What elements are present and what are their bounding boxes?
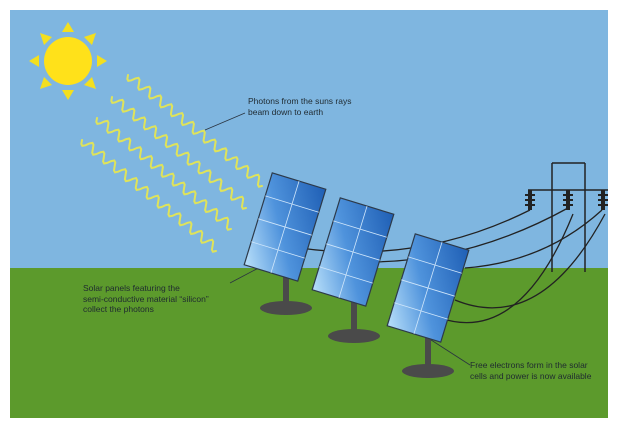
solar-panel-icon	[386, 233, 470, 343]
photons-label-line-2: beam down to earth	[248, 106, 324, 117]
insulator-icon	[598, 190, 608, 210]
sun-icon	[29, 22, 107, 100]
insulator-icon	[563, 190, 573, 210]
insulator-icon	[525, 190, 535, 210]
photon-wave-icon	[126, 74, 263, 188]
photon-wave-icon	[80, 139, 217, 253]
panels-label-line-3: collect the photons	[83, 304, 154, 314]
ground	[10, 268, 608, 418]
photons-label: Photons from the suns rays beam down to …	[248, 96, 351, 117]
panels-label-line-2: semi-conductive material “silicon”	[83, 293, 209, 304]
photons-pointer-line	[204, 112, 246, 131]
photon-wave-icon	[95, 117, 232, 231]
panels-label-line-1: Solar panels featuring the	[83, 283, 180, 293]
photon-wave-icon	[110, 96, 247, 210]
photon-waves	[80, 74, 263, 253]
solar-panel-icon	[311, 197, 395, 307]
electrons-label-line-1: Free electrons form in the solar	[470, 360, 588, 370]
photons-label-line-1: Photons from the suns rays	[248, 96, 352, 106]
electrons-label: Free electrons form in the solar cells a…	[470, 360, 591, 381]
panels-label: Solar panels featuring the semi-conducti…	[83, 283, 209, 315]
electrons-label-line-2: cells and power is now available	[470, 370, 592, 381]
solar-panel-icon	[243, 172, 327, 282]
panel-stands	[260, 268, 454, 378]
